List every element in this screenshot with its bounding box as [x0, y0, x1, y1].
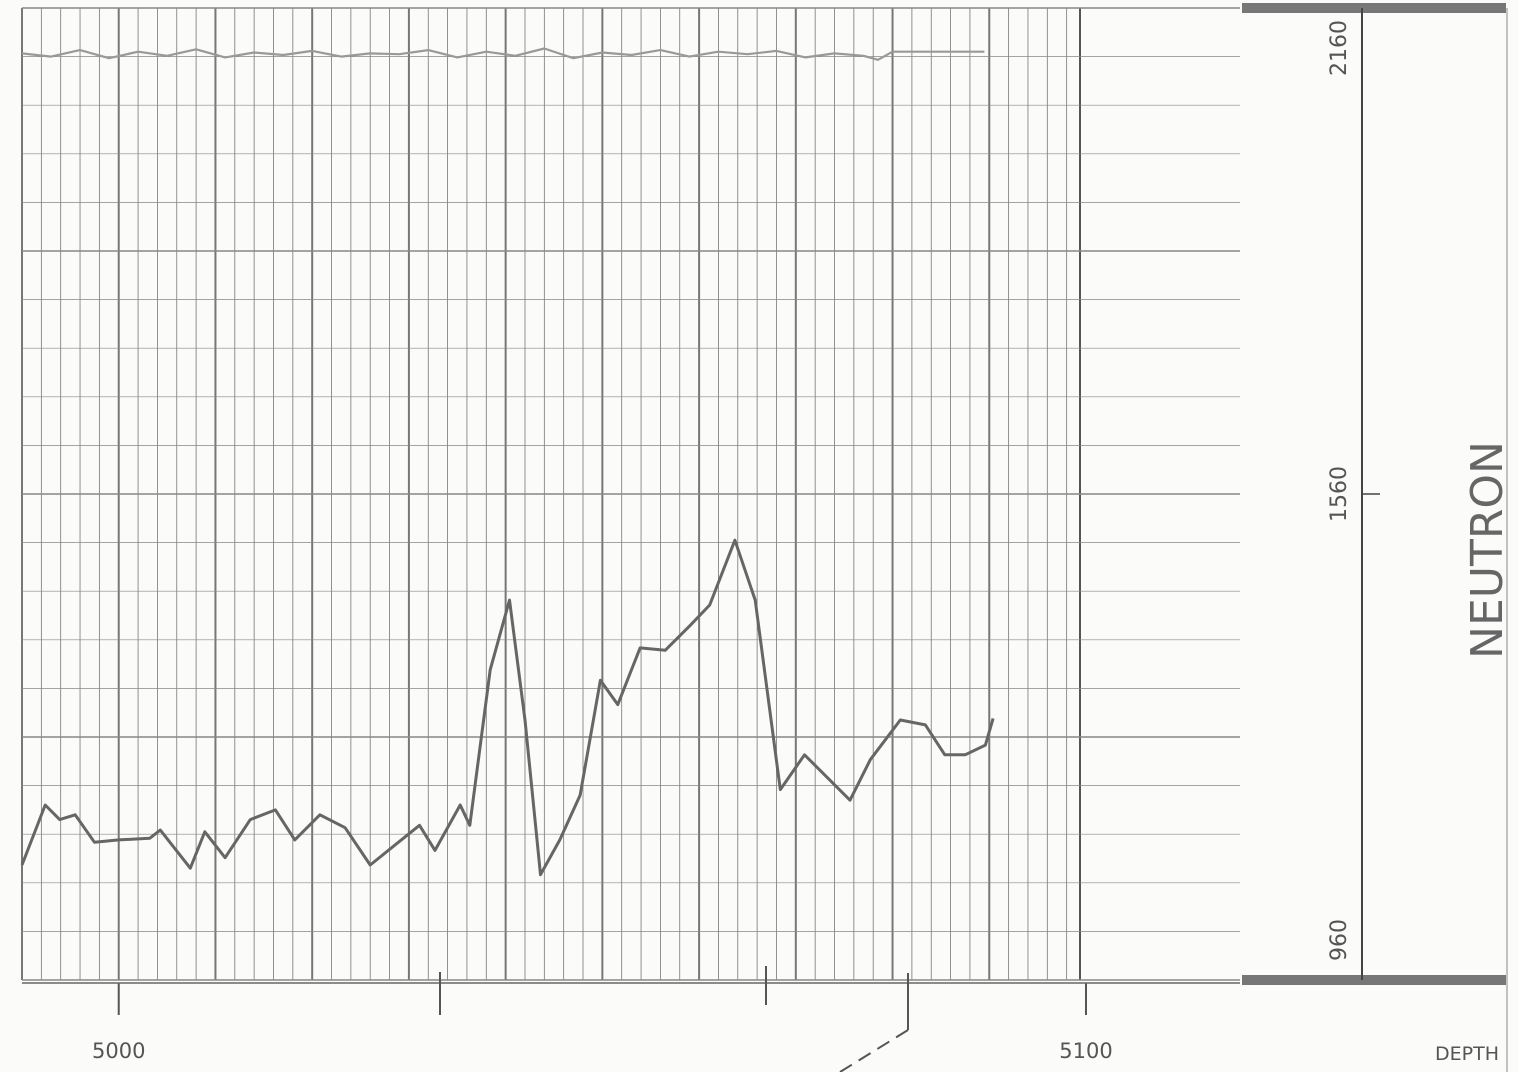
x-tick-label: 5100 — [1059, 1039, 1112, 1063]
y-tick-label: 960 — [1327, 919, 1352, 961]
grid: 960 1560 2160 5000 5100 — [21, 7, 1380, 1063]
chart-title: NEUTRON — [1462, 441, 1513, 659]
x-axis-label: DEPTH — [1435, 1043, 1499, 1065]
x-tick-label: 5000 — [92, 1039, 145, 1063]
depth-mark-dash — [839, 1029, 909, 1072]
y-tick-label: 1560 — [1327, 466, 1352, 522]
y-tick-label: 2160 — [1327, 20, 1352, 76]
series-line — [21, 47, 985, 61]
plot — [20, 47, 995, 877]
series-line — [20, 538, 995, 877]
panel-bar-bottom — [1242, 975, 1506, 985]
panel-bar-top — [1242, 3, 1506, 13]
